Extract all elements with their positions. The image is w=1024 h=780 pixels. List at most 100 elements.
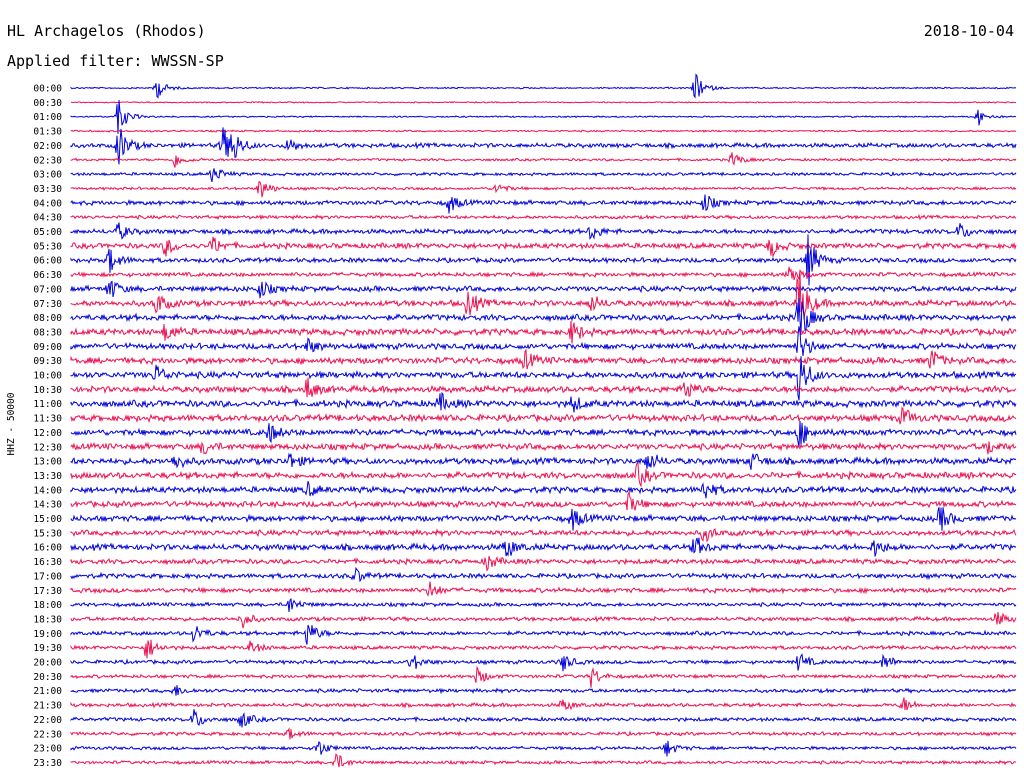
y-tick-label: 04:00 bbox=[33, 198, 62, 209]
trace-line bbox=[70, 152, 1017, 168]
y-tick-label: 15:00 bbox=[33, 514, 62, 525]
y-tick-label: 05:00 bbox=[33, 227, 62, 238]
trace-line bbox=[70, 555, 1017, 572]
trace-line bbox=[70, 697, 1017, 711]
trace-line bbox=[70, 127, 1017, 165]
trace-line bbox=[70, 566, 1017, 583]
seismic-traces bbox=[70, 73, 1017, 768]
trace-line bbox=[70, 168, 1017, 183]
trace-line bbox=[70, 665, 1017, 688]
y-tick-label: 04:30 bbox=[33, 213, 62, 224]
y-tick-label: 15:30 bbox=[33, 528, 62, 539]
y-tick-label: 00:00 bbox=[33, 84, 62, 95]
trace-line bbox=[70, 462, 1017, 488]
trace-line bbox=[70, 491, 1017, 511]
y-tick-label: 08:00 bbox=[33, 313, 62, 324]
trace-line bbox=[70, 639, 1017, 659]
y-tick-label: 17:30 bbox=[33, 586, 62, 597]
trace-line bbox=[70, 537, 1017, 557]
trace-line bbox=[70, 100, 1017, 104]
y-tick-label: 01:00 bbox=[33, 112, 62, 123]
y-tick-label: 01:30 bbox=[33, 127, 62, 138]
chart-date: 2018-10-04 bbox=[924, 22, 1014, 40]
y-axis-label: HHZ - 50000 bbox=[6, 392, 17, 455]
trace-line bbox=[70, 441, 1017, 455]
chart-title: HL Archagelos (Rhodos) bbox=[7, 22, 206, 40]
trace-line bbox=[70, 507, 1017, 531]
y-tick-label: 16:00 bbox=[33, 543, 62, 554]
y-tick-label: 06:30 bbox=[33, 270, 62, 281]
y-tick-label: 13:30 bbox=[33, 471, 62, 482]
y-tick-label: 19:30 bbox=[33, 643, 62, 654]
y-tick-label: 11:30 bbox=[33, 414, 62, 425]
trace-line bbox=[70, 320, 1017, 344]
y-tick-label: 08:30 bbox=[33, 327, 62, 338]
y-tick-label: 00:30 bbox=[33, 98, 62, 109]
trace-line bbox=[70, 726, 1017, 740]
y-tick-label: 06:00 bbox=[33, 256, 62, 267]
y-tick-label: 18:30 bbox=[33, 614, 62, 625]
trace-line bbox=[70, 597, 1017, 612]
trace-line bbox=[70, 266, 1017, 281]
trace-line bbox=[70, 452, 1017, 470]
y-tick-label: 12:00 bbox=[33, 428, 62, 439]
y-tick-label: 10:30 bbox=[33, 385, 62, 396]
trace-line bbox=[70, 280, 1017, 299]
trace-line bbox=[70, 740, 1017, 757]
y-tick-label: 20:30 bbox=[33, 672, 62, 683]
y-tick-labels: 00:00 00:30 01:00 01:30 02:00 02:30 03:00 03:30… bbox=[33, 84, 62, 769]
trace-line bbox=[70, 326, 1017, 357]
y-tick-label: 02:00 bbox=[33, 141, 62, 152]
y-tick-label: 17:00 bbox=[33, 571, 62, 582]
y-tick-label: 07:00 bbox=[33, 284, 62, 295]
y-tick-label: 21:30 bbox=[33, 701, 62, 712]
trace-line bbox=[70, 129, 1017, 133]
trace-line bbox=[70, 624, 1017, 645]
trace-line bbox=[70, 391, 1017, 413]
trace-line bbox=[70, 348, 1017, 370]
trace-line bbox=[70, 685, 1017, 696]
trace-line bbox=[70, 753, 1017, 768]
y-tick-label: 10:00 bbox=[33, 371, 62, 382]
trace-line bbox=[70, 377, 1017, 398]
trace-line bbox=[70, 653, 1017, 672]
trace-line bbox=[70, 194, 1017, 214]
trace-line bbox=[70, 709, 1017, 728]
y-tick-label: 16:30 bbox=[33, 557, 62, 568]
trace-line bbox=[70, 222, 1017, 240]
y-tick-label: 23:00 bbox=[33, 744, 62, 755]
trace-line bbox=[70, 611, 1017, 629]
trace-line bbox=[70, 213, 1017, 221]
trace-line bbox=[70, 181, 1017, 198]
trace-line bbox=[70, 73, 1017, 99]
trace-line bbox=[70, 406, 1017, 425]
trace-line bbox=[70, 236, 1017, 259]
y-tick-label: 12:30 bbox=[33, 442, 62, 453]
y-tick-label: 23:30 bbox=[33, 758, 62, 769]
y-tick-label: 09:30 bbox=[33, 356, 62, 367]
y-tick-label: 19:00 bbox=[33, 629, 62, 640]
y-tick-label: 20:00 bbox=[33, 658, 62, 669]
trace-line bbox=[70, 272, 1017, 320]
trace-line bbox=[70, 297, 1017, 333]
y-tick-label: 22:30 bbox=[33, 729, 62, 740]
chart-subtitle: Applied filter: WWSSN-SP bbox=[7, 52, 224, 70]
y-tick-label: 02:30 bbox=[33, 155, 62, 166]
y-tick-label: 05:30 bbox=[33, 241, 62, 252]
trace-line bbox=[70, 420, 1017, 448]
trace-line bbox=[70, 581, 1017, 597]
trace-line bbox=[70, 481, 1017, 499]
y-tick-label: 03:30 bbox=[33, 184, 62, 195]
trace-line bbox=[70, 100, 1016, 134]
trace-line bbox=[70, 356, 1017, 401]
y-tick-label: 03:00 bbox=[33, 170, 62, 181]
y-tick-label: 13:00 bbox=[33, 457, 62, 468]
trace-line bbox=[70, 528, 1017, 543]
y-tick-label: 18:00 bbox=[33, 600, 62, 611]
y-tick-label: 22:00 bbox=[33, 715, 62, 726]
y-tick-label: 21:00 bbox=[33, 686, 62, 697]
trace-line bbox=[70, 234, 1017, 286]
y-tick-label: 11:00 bbox=[33, 399, 62, 410]
y-tick-label: 14:00 bbox=[33, 485, 62, 496]
